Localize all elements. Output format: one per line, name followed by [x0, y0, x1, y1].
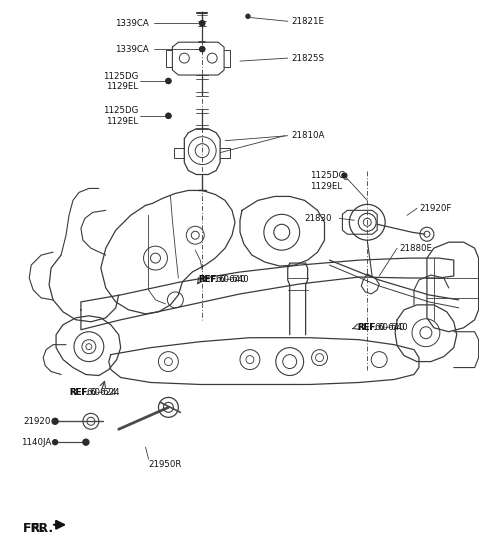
- Text: REF.: REF.: [357, 323, 378, 332]
- Text: FR.: FR.: [23, 522, 47, 535]
- Text: REF.: REF.: [69, 388, 89, 397]
- Text: 21810A: 21810A: [292, 131, 325, 140]
- Text: REF.: REF.: [198, 276, 218, 285]
- Text: 21950R: 21950R: [148, 460, 182, 469]
- Text: 21920F: 21920F: [419, 204, 451, 213]
- Text: REF.: REF.: [198, 276, 218, 285]
- Text: 60-640: 60-640: [377, 323, 408, 332]
- Text: 1339CA: 1339CA: [115, 45, 148, 54]
- Text: FR.: FR.: [31, 522, 54, 535]
- Text: 1129EL: 1129EL: [310, 182, 342, 191]
- Text: 1125DG: 1125DG: [103, 71, 139, 80]
- Text: 21825S: 21825S: [292, 54, 324, 62]
- Circle shape: [342, 173, 347, 178]
- Circle shape: [246, 15, 250, 18]
- Text: 21821E: 21821E: [292, 17, 324, 26]
- Text: 1125DG: 1125DG: [310, 171, 345, 180]
- Circle shape: [166, 79, 171, 84]
- Circle shape: [200, 47, 204, 52]
- Circle shape: [166, 113, 171, 118]
- Text: 60-640: 60-640: [374, 323, 405, 332]
- Circle shape: [53, 440, 58, 445]
- Circle shape: [200, 21, 204, 26]
- Text: 1129EL: 1129EL: [107, 117, 139, 126]
- Circle shape: [52, 418, 58, 424]
- Text: REF.: REF.: [357, 323, 378, 332]
- Text: 1140JA: 1140JA: [21, 437, 51, 447]
- Text: 21880E: 21880E: [399, 244, 432, 253]
- Circle shape: [166, 79, 171, 84]
- Circle shape: [200, 21, 204, 26]
- Circle shape: [166, 113, 171, 118]
- Text: 60-624: 60-624: [86, 388, 117, 397]
- Text: 60-624: 60-624: [89, 388, 120, 397]
- Text: REF.: REF.: [69, 388, 89, 397]
- Circle shape: [200, 47, 204, 52]
- Text: 1129EL: 1129EL: [107, 83, 139, 92]
- Text: 21920: 21920: [24, 417, 51, 426]
- Text: 60-640: 60-640: [215, 276, 246, 285]
- Text: 1339CA: 1339CA: [115, 19, 148, 28]
- Text: 21830: 21830: [305, 214, 332, 223]
- Circle shape: [83, 439, 89, 445]
- Text: 60-640: 60-640: [218, 276, 249, 285]
- Text: 1125DG: 1125DG: [103, 107, 139, 116]
